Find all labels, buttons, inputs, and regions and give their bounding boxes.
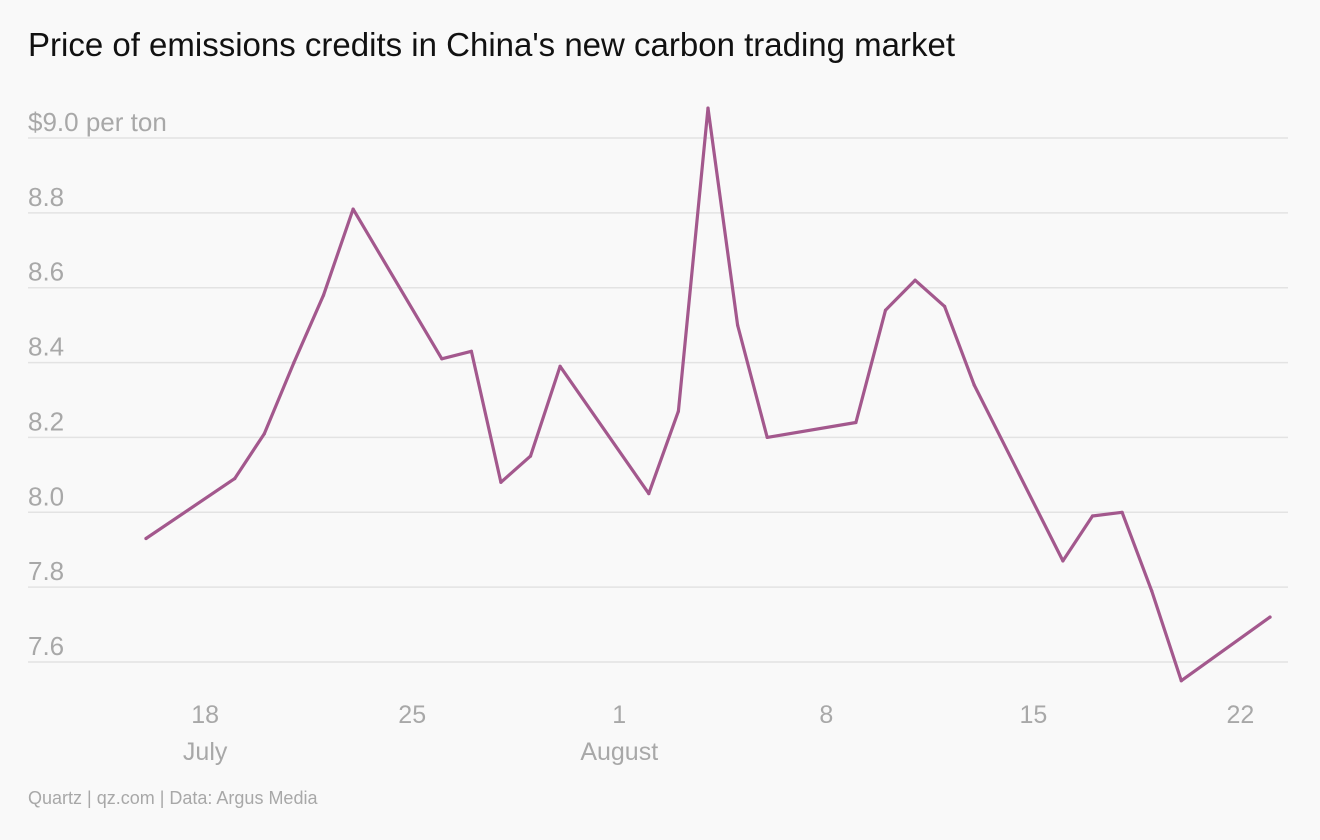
x-axis-ticks: 18 July 25 1 August 8 15 22	[183, 701, 1254, 766]
data-point	[144, 536, 148, 541]
y-tick-label: 7.6	[28, 631, 64, 661]
data-point	[883, 308, 888, 312]
x-tick-label: 8	[819, 701, 833, 729]
chart-title: Price of emissions credits in China's ne…	[28, 26, 956, 63]
series-layer	[144, 106, 1272, 683]
data-point	[913, 278, 917, 282]
data-point	[469, 349, 473, 353]
y-tick-label: 8.8	[28, 182, 64, 212]
data-point	[854, 420, 858, 425]
x-tick-month-label: July	[183, 738, 228, 766]
x-tick-label: 22	[1227, 701, 1255, 729]
data-point	[972, 383, 976, 387]
y-tick-label: 7.8	[28, 556, 64, 586]
gridlines	[28, 137, 1288, 663]
data-point	[1120, 510, 1124, 514]
data-point	[943, 304, 947, 308]
y-tick-label: 8.4	[28, 332, 64, 362]
y-tick-label: 8.6	[28, 257, 64, 287]
data-point	[321, 293, 326, 297]
data-point	[736, 323, 740, 327]
data-point	[233, 477, 237, 481]
x-tick-label: 15	[1019, 701, 1047, 729]
y-axis-ticks: $9.0 per ton 8.8 8.6 8.4 8.2 8.0 7.8 7.6	[28, 107, 167, 661]
x-tick-label: 25	[398, 701, 426, 729]
data-point	[676, 409, 681, 413]
data-point	[292, 361, 296, 365]
data-point	[440, 357, 444, 361]
data-point	[1061, 559, 1065, 563]
data-point	[765, 435, 769, 439]
data-point	[499, 480, 503, 484]
x-tick-month-label: August	[580, 738, 658, 766]
data-point	[706, 106, 710, 110]
data-point	[558, 364, 562, 368]
y-tick-label: $9.0 per ton	[28, 107, 167, 137]
x-tick-label: 1	[612, 701, 626, 729]
data-point	[262, 432, 266, 436]
series-line	[144, 106, 1272, 683]
data-point	[1150, 589, 1154, 593]
data-point	[351, 207, 355, 211]
data-point	[1090, 514, 1095, 518]
source-note: Quartz | qz.com | Data: Argus Media	[28, 788, 318, 808]
x-tick-label: 18	[191, 701, 219, 729]
y-tick-label: 8.2	[28, 406, 64, 436]
data-point	[1179, 679, 1183, 683]
y-tick-label: 8.0	[28, 481, 64, 511]
data-point	[1268, 615, 1272, 619]
data-point	[647, 492, 651, 496]
data-point	[528, 454, 533, 458]
